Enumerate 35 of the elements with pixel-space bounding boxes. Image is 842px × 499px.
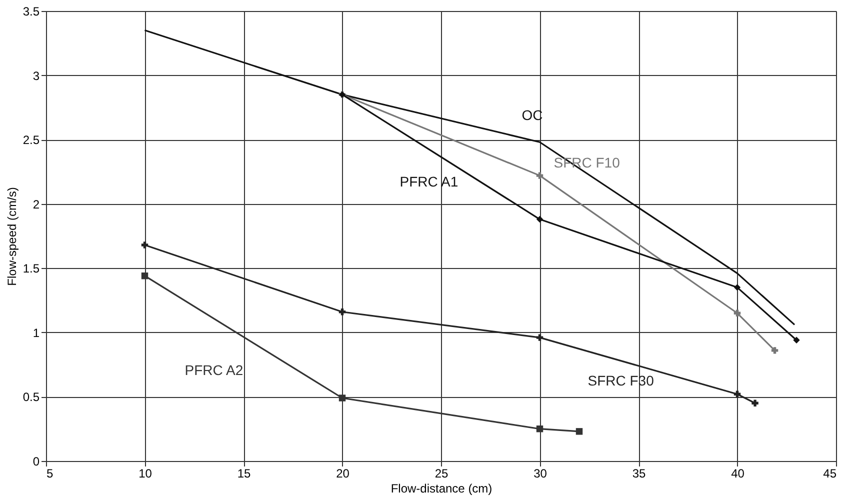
- y-tick-label: 3.5: [22, 4, 40, 18]
- x-tick-label: 40: [731, 466, 745, 480]
- y-tick-label: 1.5: [22, 262, 40, 276]
- x-tick-label: 30: [534, 466, 548, 480]
- point: [338, 308, 346, 316]
- point: [752, 400, 758, 406]
- point: [141, 242, 148, 248]
- point: [576, 428, 583, 435]
- point: [536, 426, 544, 432]
- x-tick-label: 5: [46, 466, 54, 480]
- point: [141, 272, 148, 280]
- y-tick-label: 0: [32, 454, 40, 468]
- point: [793, 336, 800, 344]
- x-tick-label: 20: [336, 466, 350, 480]
- x-tick-label: 45: [823, 466, 837, 480]
- point: [734, 390, 741, 398]
- y-tick-label: 3: [32, 68, 40, 83]
- y-tick-label: 0.5: [22, 390, 40, 404]
- y-tick-label: 2.5: [22, 133, 40, 148]
- x-tick-label: 35: [632, 466, 646, 480]
- y-tick-label: 2: [32, 197, 40, 212]
- point: [771, 347, 778, 354]
- x-axis-title: Flow-distance (cm): [390, 482, 492, 496]
- x-tick-label: 25: [434, 466, 448, 480]
- y-tick-label: 1: [32, 326, 40, 340]
- series-label: PFRC A2: [184, 362, 244, 378]
- point: [536, 172, 544, 179]
- point: [338, 394, 346, 402]
- point: [734, 310, 741, 316]
- point: [536, 216, 544, 223]
- x-tick-label: 15: [237, 466, 251, 480]
- point: [734, 284, 741, 291]
- x-tick-label: 10: [138, 466, 152, 480]
- y-axis-title: Flow-speed (cm/s): [4, 187, 19, 286]
- point: [536, 334, 544, 341]
